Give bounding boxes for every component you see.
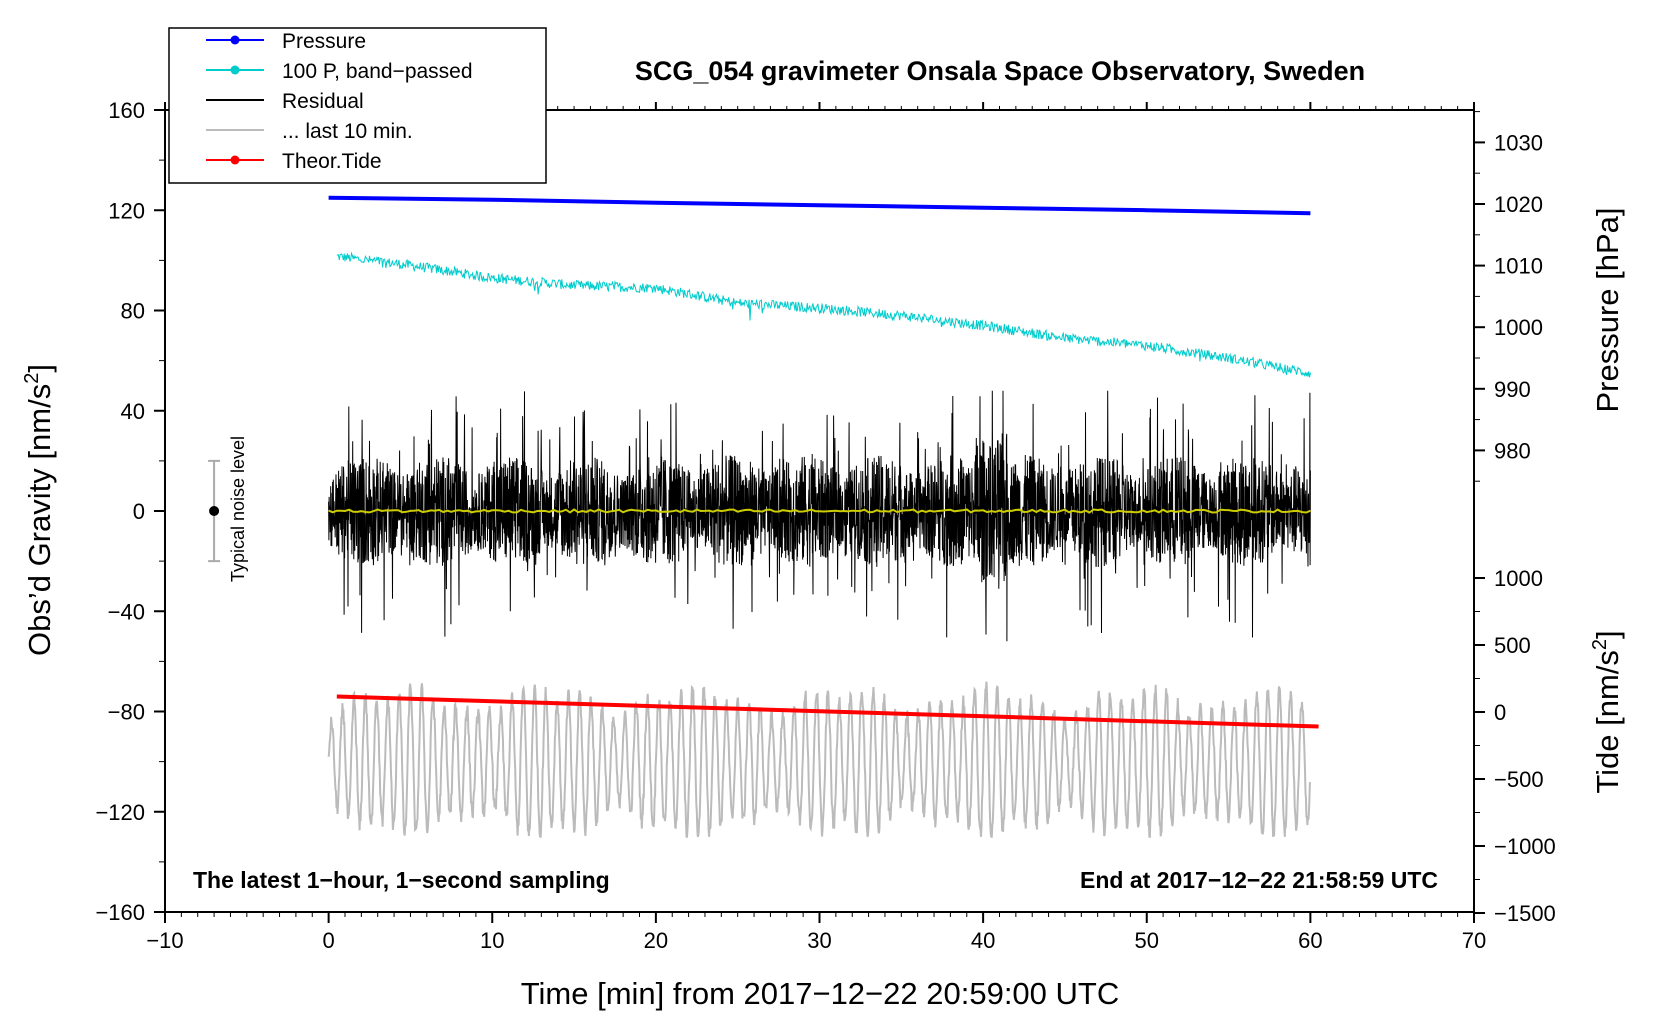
- y-axis-title-text: Obs’d Gravity [nm/s: [22, 384, 57, 656]
- pressure-tick-label: 1010: [1494, 254, 1543, 279]
- tide-tick-label: −500: [1494, 767, 1544, 792]
- legend-label: ... last 10 min.: [282, 120, 413, 143]
- x-tick-label: −10: [146, 928, 183, 953]
- y-tick-label: 120: [108, 198, 145, 223]
- tide-axis-title-text: Tide [nm/s: [1590, 650, 1625, 794]
- y-axis-title-end: ]: [22, 364, 57, 373]
- y-tick-label: −160: [95, 900, 145, 925]
- tide-tick-label: −1500: [1494, 901, 1556, 926]
- annotation-right: End at 2017−12−22 21:58:59 UTC: [1080, 867, 1438, 893]
- noise-bar-center: [209, 506, 220, 516]
- y-tick-label: 40: [121, 399, 145, 424]
- series-layer: [327, 195, 1319, 838]
- y-tick-label: −80: [108, 700, 145, 725]
- tide-tick-label: −1000: [1494, 834, 1556, 859]
- x-tick-label: 0: [323, 928, 335, 953]
- band-passed-pressure-series: [336, 251, 1311, 378]
- pressure-tick-label: 990: [1494, 377, 1531, 402]
- noise-level-label: Typical noise level: [228, 436, 248, 582]
- theoretical-tide-series: [336, 694, 1319, 729]
- pressure-axis-title: Pressure [hPa]: [1590, 207, 1625, 412]
- y-axis-title-sup: 2: [21, 373, 43, 384]
- noise-level-indicator: [208, 459, 221, 563]
- legend-label: Theor.Tide: [282, 150, 382, 173]
- y-axis-title: Obs’d Gravity [nm/s2]: [21, 364, 57, 656]
- y-tick-label: −40: [108, 599, 145, 624]
- x-tick-label: 70: [1462, 928, 1486, 953]
- x-tick-label: 20: [644, 928, 668, 953]
- legend-marker: [230, 155, 240, 165]
- x-tick-label: 40: [971, 928, 995, 953]
- tide-axis-title-sup: 2: [1589, 639, 1611, 650]
- tide-tick-label: 0: [1494, 700, 1506, 725]
- residual-mean-series: [328, 508, 1311, 514]
- tide-tick-label: 1000: [1494, 566, 1543, 591]
- pressure-tick-label: 1030: [1494, 130, 1543, 155]
- tide-tick-label: 500: [1494, 633, 1531, 658]
- y-tick-label: 80: [121, 299, 145, 324]
- x-tick-label: 30: [807, 928, 831, 953]
- last-10-min-series: [327, 681, 1311, 838]
- legend-label: Pressure: [282, 30, 366, 53]
- pressure-tick-label: 980: [1494, 438, 1531, 463]
- pressure-tick-label: 1000: [1494, 315, 1543, 340]
- tide-axis-title: Tide [nm/s2]: [1589, 630, 1625, 793]
- legend-label: Residual: [282, 90, 364, 113]
- axes-layer: −10 0 10 20 30 40 50 60 70−160−120−80−4004080120…: [95, 98, 1555, 953]
- legend-marker: [230, 35, 240, 45]
- pressure-series: [328, 195, 1311, 216]
- annotation-left: The latest 1−hour, 1−second sampling: [193, 867, 610, 893]
- legend-label: 100 P, band−passed: [282, 60, 473, 83]
- y-tick-label: 0: [133, 499, 145, 524]
- x-tick-label: 10: [480, 928, 504, 953]
- y-tick-label: 160: [108, 98, 145, 123]
- x-axis-title: Time [min] from 2017−12−22 20:59:00 UTC: [521, 976, 1120, 1011]
- residual-series: [328, 390, 1311, 642]
- x-tick-label: 50: [1135, 928, 1159, 953]
- tide-axis-title-end: ]: [1590, 630, 1625, 639]
- legend: Pressure 100 P, band−passed Residual ... la…: [168, 27, 547, 184]
- pressure-tick-label: 1020: [1494, 192, 1543, 217]
- y-tick-label: −120: [95, 800, 145, 825]
- chart-title: SCG_054 gravimeter Onsala Space Observat…: [635, 56, 1365, 86]
- legend-marker: [230, 65, 240, 75]
- x-tick-label: 60: [1298, 928, 1322, 953]
